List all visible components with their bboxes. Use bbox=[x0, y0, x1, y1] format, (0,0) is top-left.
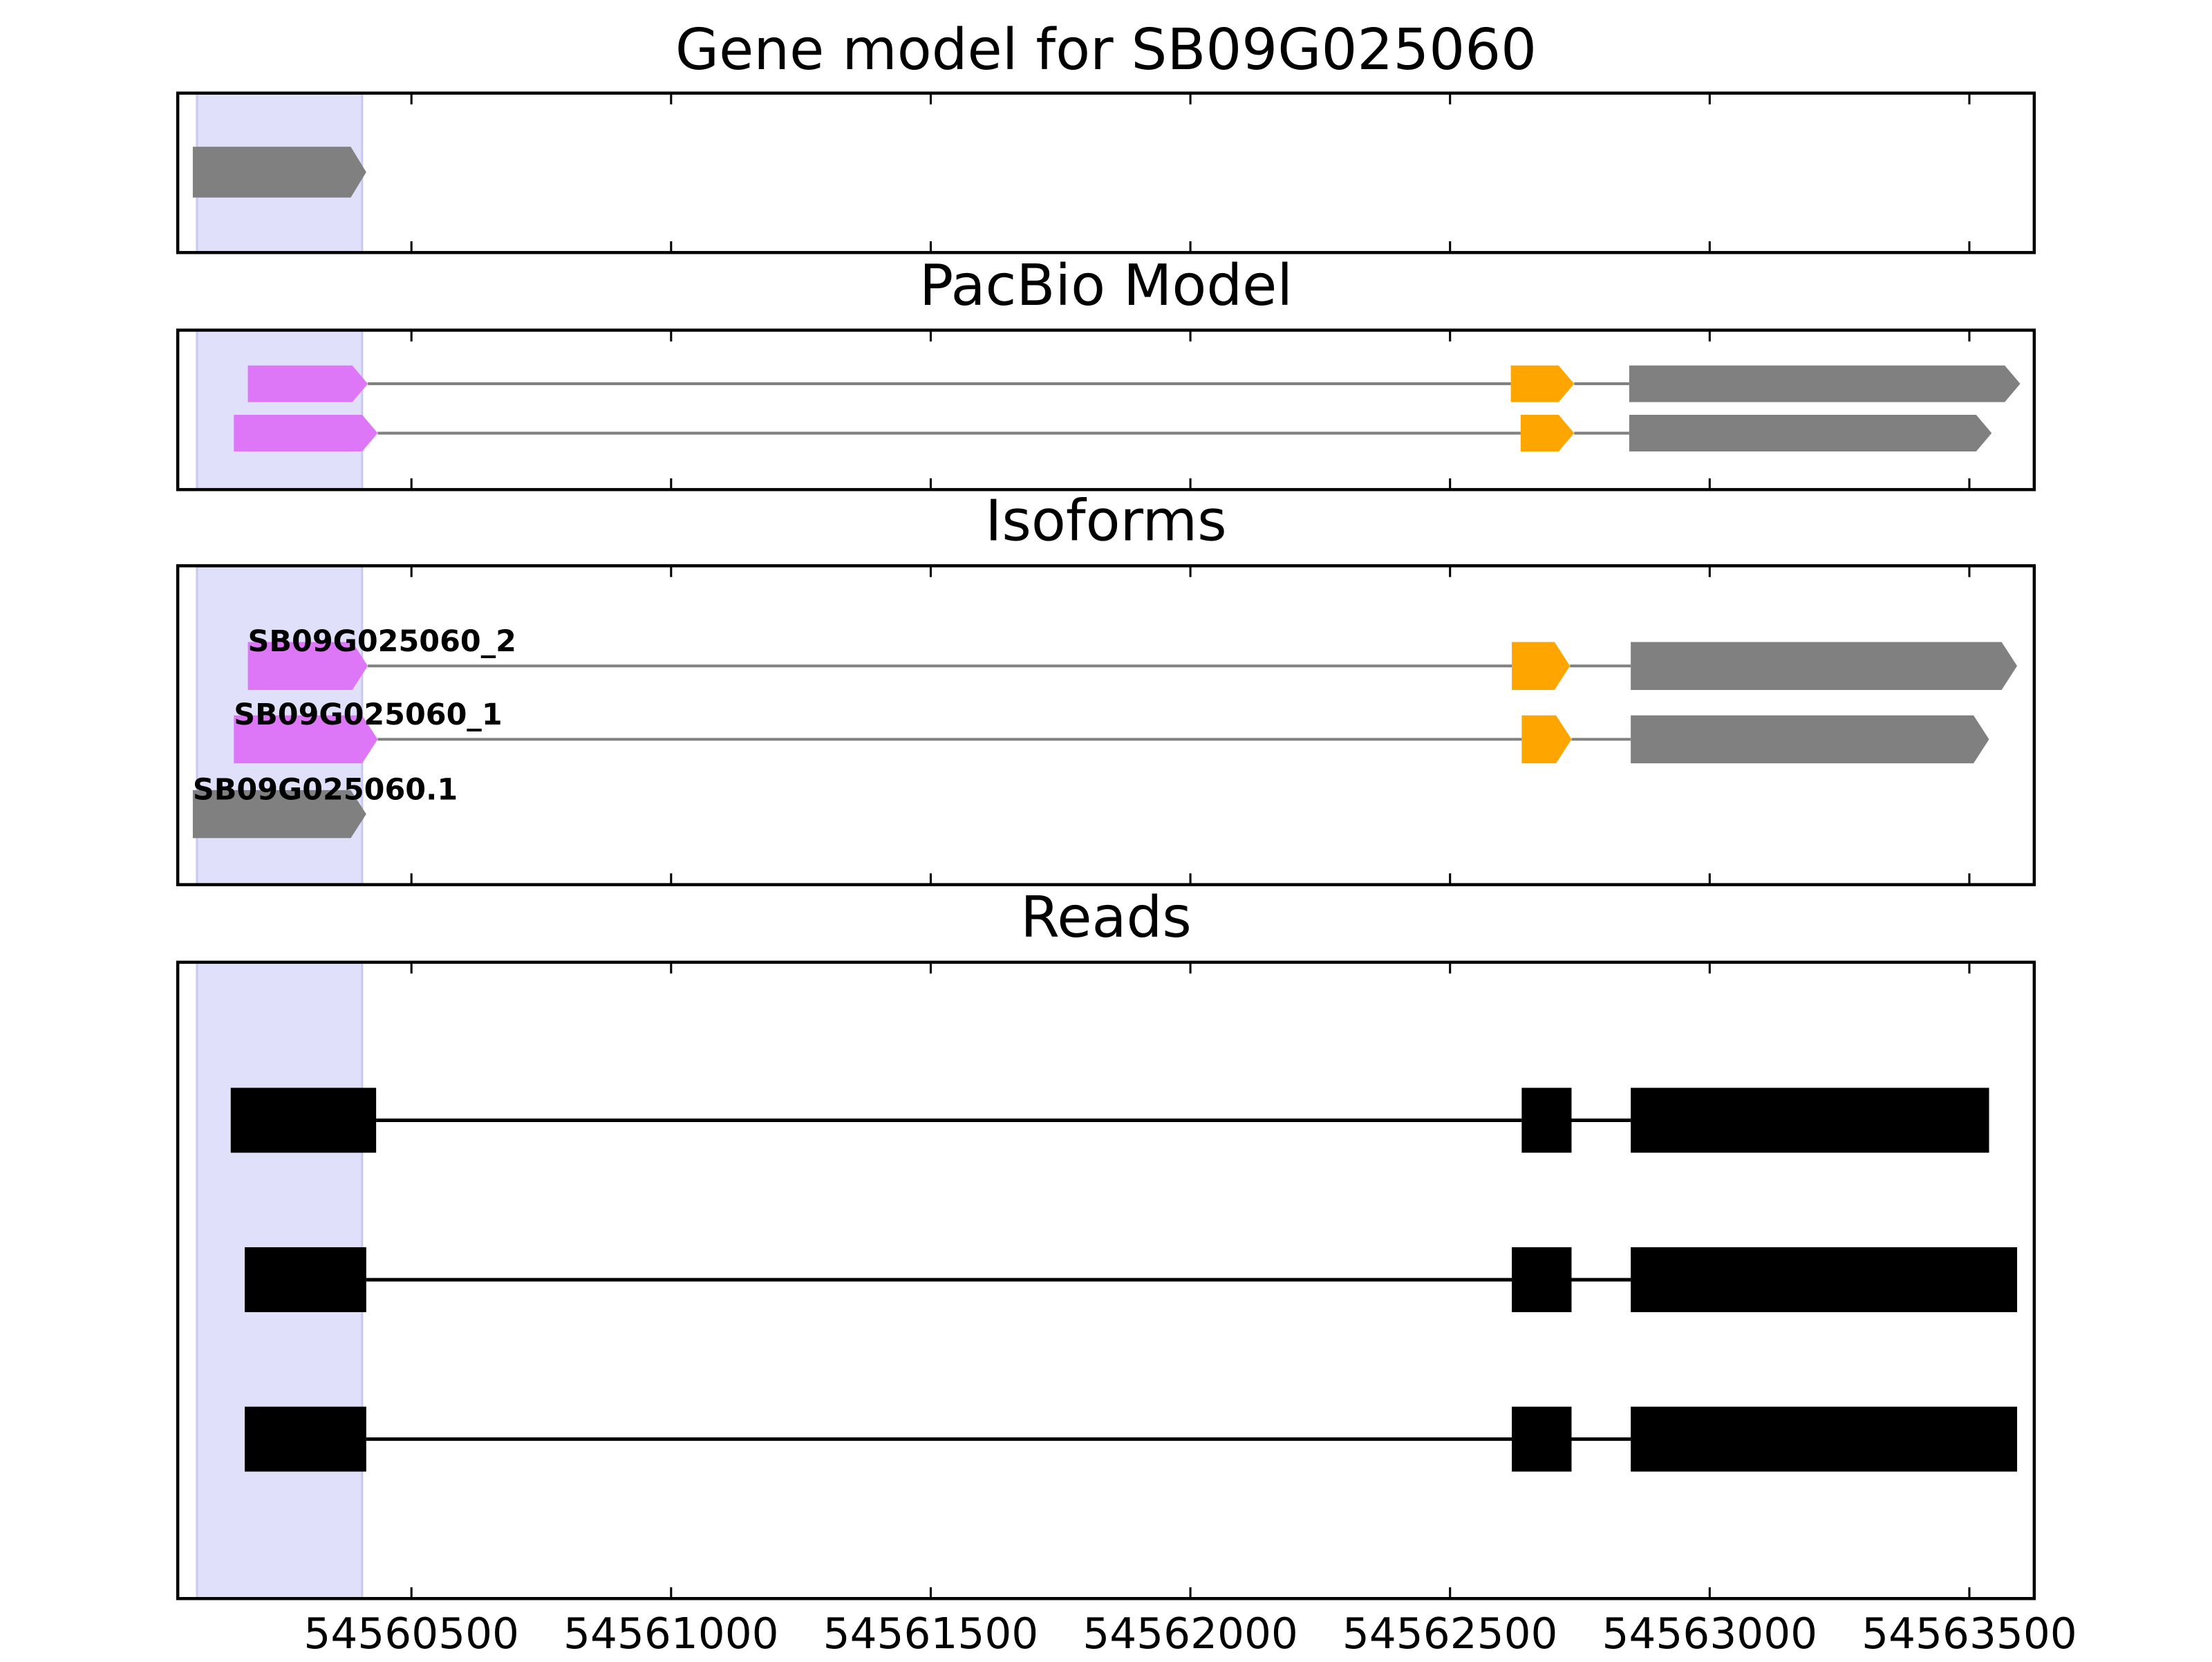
x-tick-label: 54561000 bbox=[563, 1609, 779, 1659]
panel-title: Gene model for SB09G025060 bbox=[675, 17, 1537, 83]
panel-title: PacBio Model bbox=[919, 253, 1293, 319]
x-tick-label: 54563000 bbox=[1602, 1609, 1818, 1659]
read-block bbox=[1521, 1087, 1572, 1153]
exon bbox=[247, 365, 368, 402]
panel: Reads bbox=[176, 885, 2036, 1600]
x-tick-label: 54562000 bbox=[1082, 1609, 1298, 1659]
panel: Gene model for SB09G025060 bbox=[176, 17, 2036, 254]
read-block bbox=[1631, 1087, 1989, 1153]
panel-title: Isoforms bbox=[985, 489, 1226, 554]
read-block bbox=[1512, 1247, 1572, 1312]
exon bbox=[1521, 715, 1572, 764]
exon bbox=[1629, 365, 2021, 402]
x-tick-label: 54563500 bbox=[1862, 1609, 2077, 1659]
isoform-label: SB09G025060_1 bbox=[234, 698, 502, 732]
exon bbox=[1631, 642, 2018, 690]
exon bbox=[1631, 715, 1989, 764]
panel: Isoforms SB09G025060_2 SB09G025060_1 SB09G0… bbox=[176, 489, 2036, 886]
x-tick-label: 54562500 bbox=[1342, 1609, 1558, 1659]
exon bbox=[192, 147, 366, 198]
x-tick-label: 54561500 bbox=[823, 1609, 1039, 1659]
read-block bbox=[1631, 1406, 2018, 1472]
exon bbox=[1510, 365, 1575, 402]
read-block bbox=[245, 1406, 366, 1472]
highlight-region bbox=[196, 329, 364, 491]
panel-frame bbox=[176, 91, 2036, 254]
panel: PacBio Model bbox=[176, 253, 2036, 492]
exon bbox=[247, 642, 368, 690]
exon bbox=[1512, 642, 1571, 690]
exon bbox=[234, 715, 378, 764]
isoform-label: SB09G025060.1 bbox=[193, 772, 458, 807]
x-tick-label: 54560500 bbox=[303, 1609, 519, 1659]
isoform-label: SB09G025060_2 bbox=[248, 624, 516, 659]
panel-title: Reads bbox=[1020, 885, 1192, 951]
read-block bbox=[230, 1087, 377, 1153]
exon bbox=[1629, 415, 1992, 452]
read-block bbox=[1631, 1247, 2018, 1312]
exon bbox=[192, 790, 366, 839]
panel-frame bbox=[176, 960, 2036, 1600]
read-block bbox=[245, 1247, 366, 1312]
exon bbox=[1520, 415, 1575, 452]
panel-frame bbox=[176, 328, 2036, 492]
exon bbox=[234, 415, 378, 452]
panel-frame bbox=[176, 564, 2036, 886]
read-block bbox=[1512, 1406, 1572, 1472]
